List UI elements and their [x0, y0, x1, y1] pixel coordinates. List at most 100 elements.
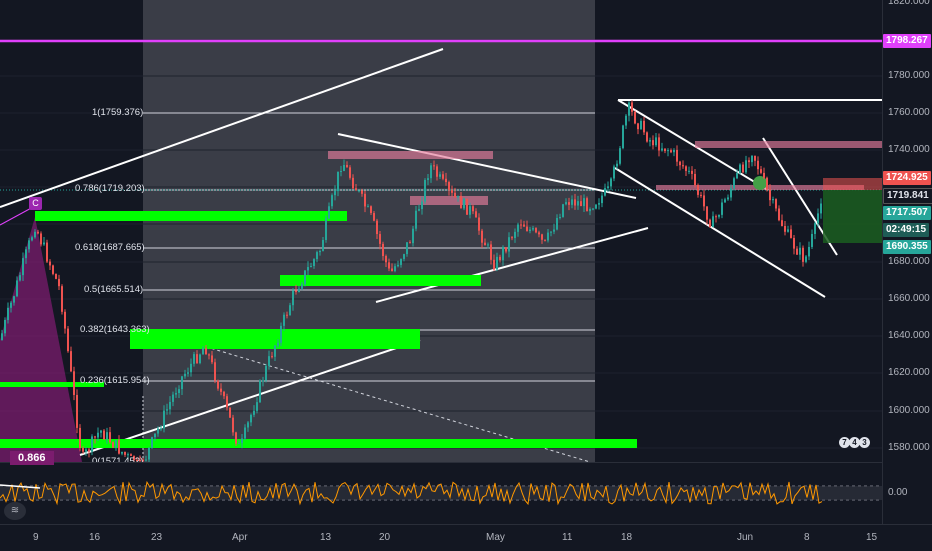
candle-body	[793, 237, 795, 249]
candle-body	[262, 380, 264, 382]
countdown-tag: 02:49:15	[883, 223, 930, 237]
tradingview-logo-icon[interactable]: ≋	[4, 502, 26, 520]
candle-body	[796, 248, 798, 255]
candle-body	[628, 102, 630, 116]
candle-body	[199, 354, 201, 364]
candle-body	[688, 170, 690, 172]
candle-body	[445, 178, 447, 183]
candle-body	[679, 161, 681, 166]
candle-body	[517, 224, 519, 232]
candle-body	[811, 233, 813, 247]
candle-body	[337, 171, 339, 192]
price-tick: 1620.000	[888, 367, 930, 378]
candle-body	[364, 193, 366, 207]
candle-body	[124, 451, 126, 455]
candle-body	[760, 169, 762, 173]
candle-body	[463, 198, 465, 209]
pane-separator[interactable]	[0, 462, 882, 463]
candle-body	[52, 265, 54, 274]
candle-body	[106, 432, 108, 440]
candle-body	[739, 164, 741, 174]
candle-body	[277, 342, 279, 346]
candle-body	[754, 155, 756, 161]
target-zone[interactable]	[823, 190, 882, 243]
candle-body	[79, 427, 81, 449]
candle-body	[7, 307, 9, 320]
candle-body	[664, 148, 666, 152]
candle-body	[205, 348, 207, 355]
event-icon[interactable]: 4	[849, 437, 860, 448]
time-axis[interactable]	[0, 524, 932, 551]
candle-body	[145, 459, 147, 461]
candle-body	[421, 201, 423, 210]
candle-body	[511, 237, 513, 239]
candle-body	[229, 407, 231, 418]
candle-body	[544, 239, 546, 241]
candle-body	[577, 201, 579, 206]
candle-body	[424, 179, 426, 202]
candle-body	[157, 428, 159, 434]
candle-body	[610, 178, 612, 187]
candle-body	[361, 190, 363, 194]
candle-body	[379, 234, 381, 244]
candle-body	[532, 228, 534, 230]
candle-body	[385, 256, 387, 263]
candle-body	[307, 267, 309, 271]
time-tick: 11	[562, 532, 573, 543]
candle-body	[439, 174, 441, 177]
candle-body	[208, 354, 210, 356]
candle-body	[97, 432, 99, 438]
candle-body	[694, 173, 696, 186]
candle-body	[616, 163, 618, 167]
candle-body	[802, 247, 804, 262]
candle-body	[76, 394, 78, 428]
time-tick: 18	[621, 532, 633, 543]
candlesticks	[1, 100, 822, 462]
candle-body	[484, 242, 486, 246]
time-tick: 8	[804, 532, 810, 543]
candle-body	[556, 218, 558, 230]
candle-body	[346, 164, 348, 168]
candle-body	[568, 202, 570, 205]
candle-body	[64, 311, 66, 329]
candle-body	[574, 199, 576, 206]
trendlines[interactable]	[0, 48, 882, 456]
candle-body	[100, 430, 102, 433]
candle-body	[478, 217, 480, 231]
last-price-tag: 1719.841	[883, 188, 932, 204]
candle-body	[736, 173, 738, 179]
candle-body	[319, 250, 321, 253]
stop-zone[interactable]	[823, 178, 882, 190]
candle-body	[607, 186, 609, 189]
candle-body	[91, 436, 93, 452]
candle-body	[595, 204, 597, 209]
price-axis[interactable]	[882, 0, 932, 550]
event-icon[interactable]: 3	[859, 437, 870, 448]
time-tick: May	[486, 532, 505, 543]
candle-body	[427, 178, 429, 180]
candle-body	[247, 422, 249, 428]
candle-body	[109, 432, 111, 443]
candle-body	[133, 455, 135, 460]
candle-body	[466, 198, 468, 215]
candle-body	[451, 189, 453, 193]
red-price-tag: 1724.925	[883, 171, 931, 185]
green-zones[interactable]	[0, 211, 637, 448]
event-icon[interactable]: 7	[839, 437, 850, 448]
candle-body	[61, 286, 63, 312]
candle-body	[373, 213, 375, 221]
oscillator-line	[0, 480, 823, 506]
candle-body	[409, 242, 411, 244]
candle-body	[241, 438, 243, 444]
signal-dot	[753, 176, 767, 190]
candle-body	[211, 355, 213, 363]
price-tick: 1580.000	[888, 442, 930, 453]
candle-body	[778, 208, 780, 221]
candle-body	[817, 213, 819, 224]
candle-body	[322, 239, 324, 251]
candle-body	[490, 244, 492, 260]
candle-body	[382, 243, 384, 257]
pattern-point-c[interactable]: C	[29, 197, 42, 210]
candle-body	[274, 345, 276, 357]
